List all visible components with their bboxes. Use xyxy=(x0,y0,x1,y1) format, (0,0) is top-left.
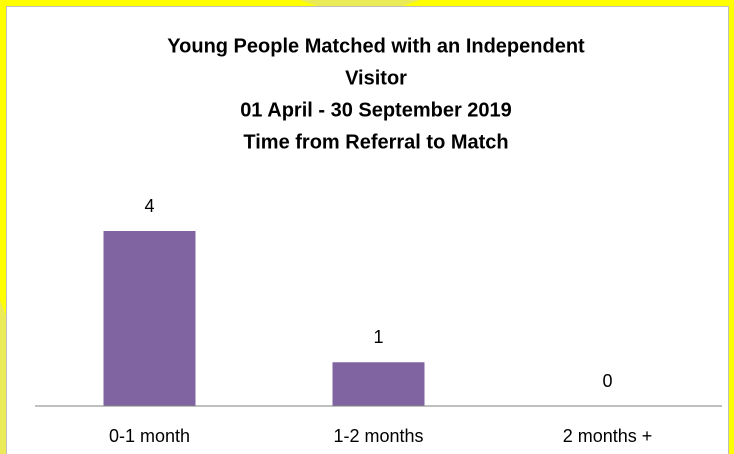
chart-title: 01 April - 30 September 2019 xyxy=(240,99,512,121)
bar xyxy=(103,231,196,406)
chart-title: Young People Matched with an Independent xyxy=(167,35,585,57)
x-tick-label: 1-2 months xyxy=(333,426,423,446)
x-tick-label: 0-1 month xyxy=(109,426,190,446)
data-label: 1 xyxy=(373,327,383,347)
data-label: 4 xyxy=(144,196,154,216)
x-tick-label: 2 months + xyxy=(563,426,653,446)
chart-title: Time from Referral to Match xyxy=(243,131,508,153)
data-label: 0 xyxy=(602,371,612,391)
bar xyxy=(332,362,425,406)
background-stripe xyxy=(300,0,420,7)
chart-title: Visitor xyxy=(345,67,407,89)
